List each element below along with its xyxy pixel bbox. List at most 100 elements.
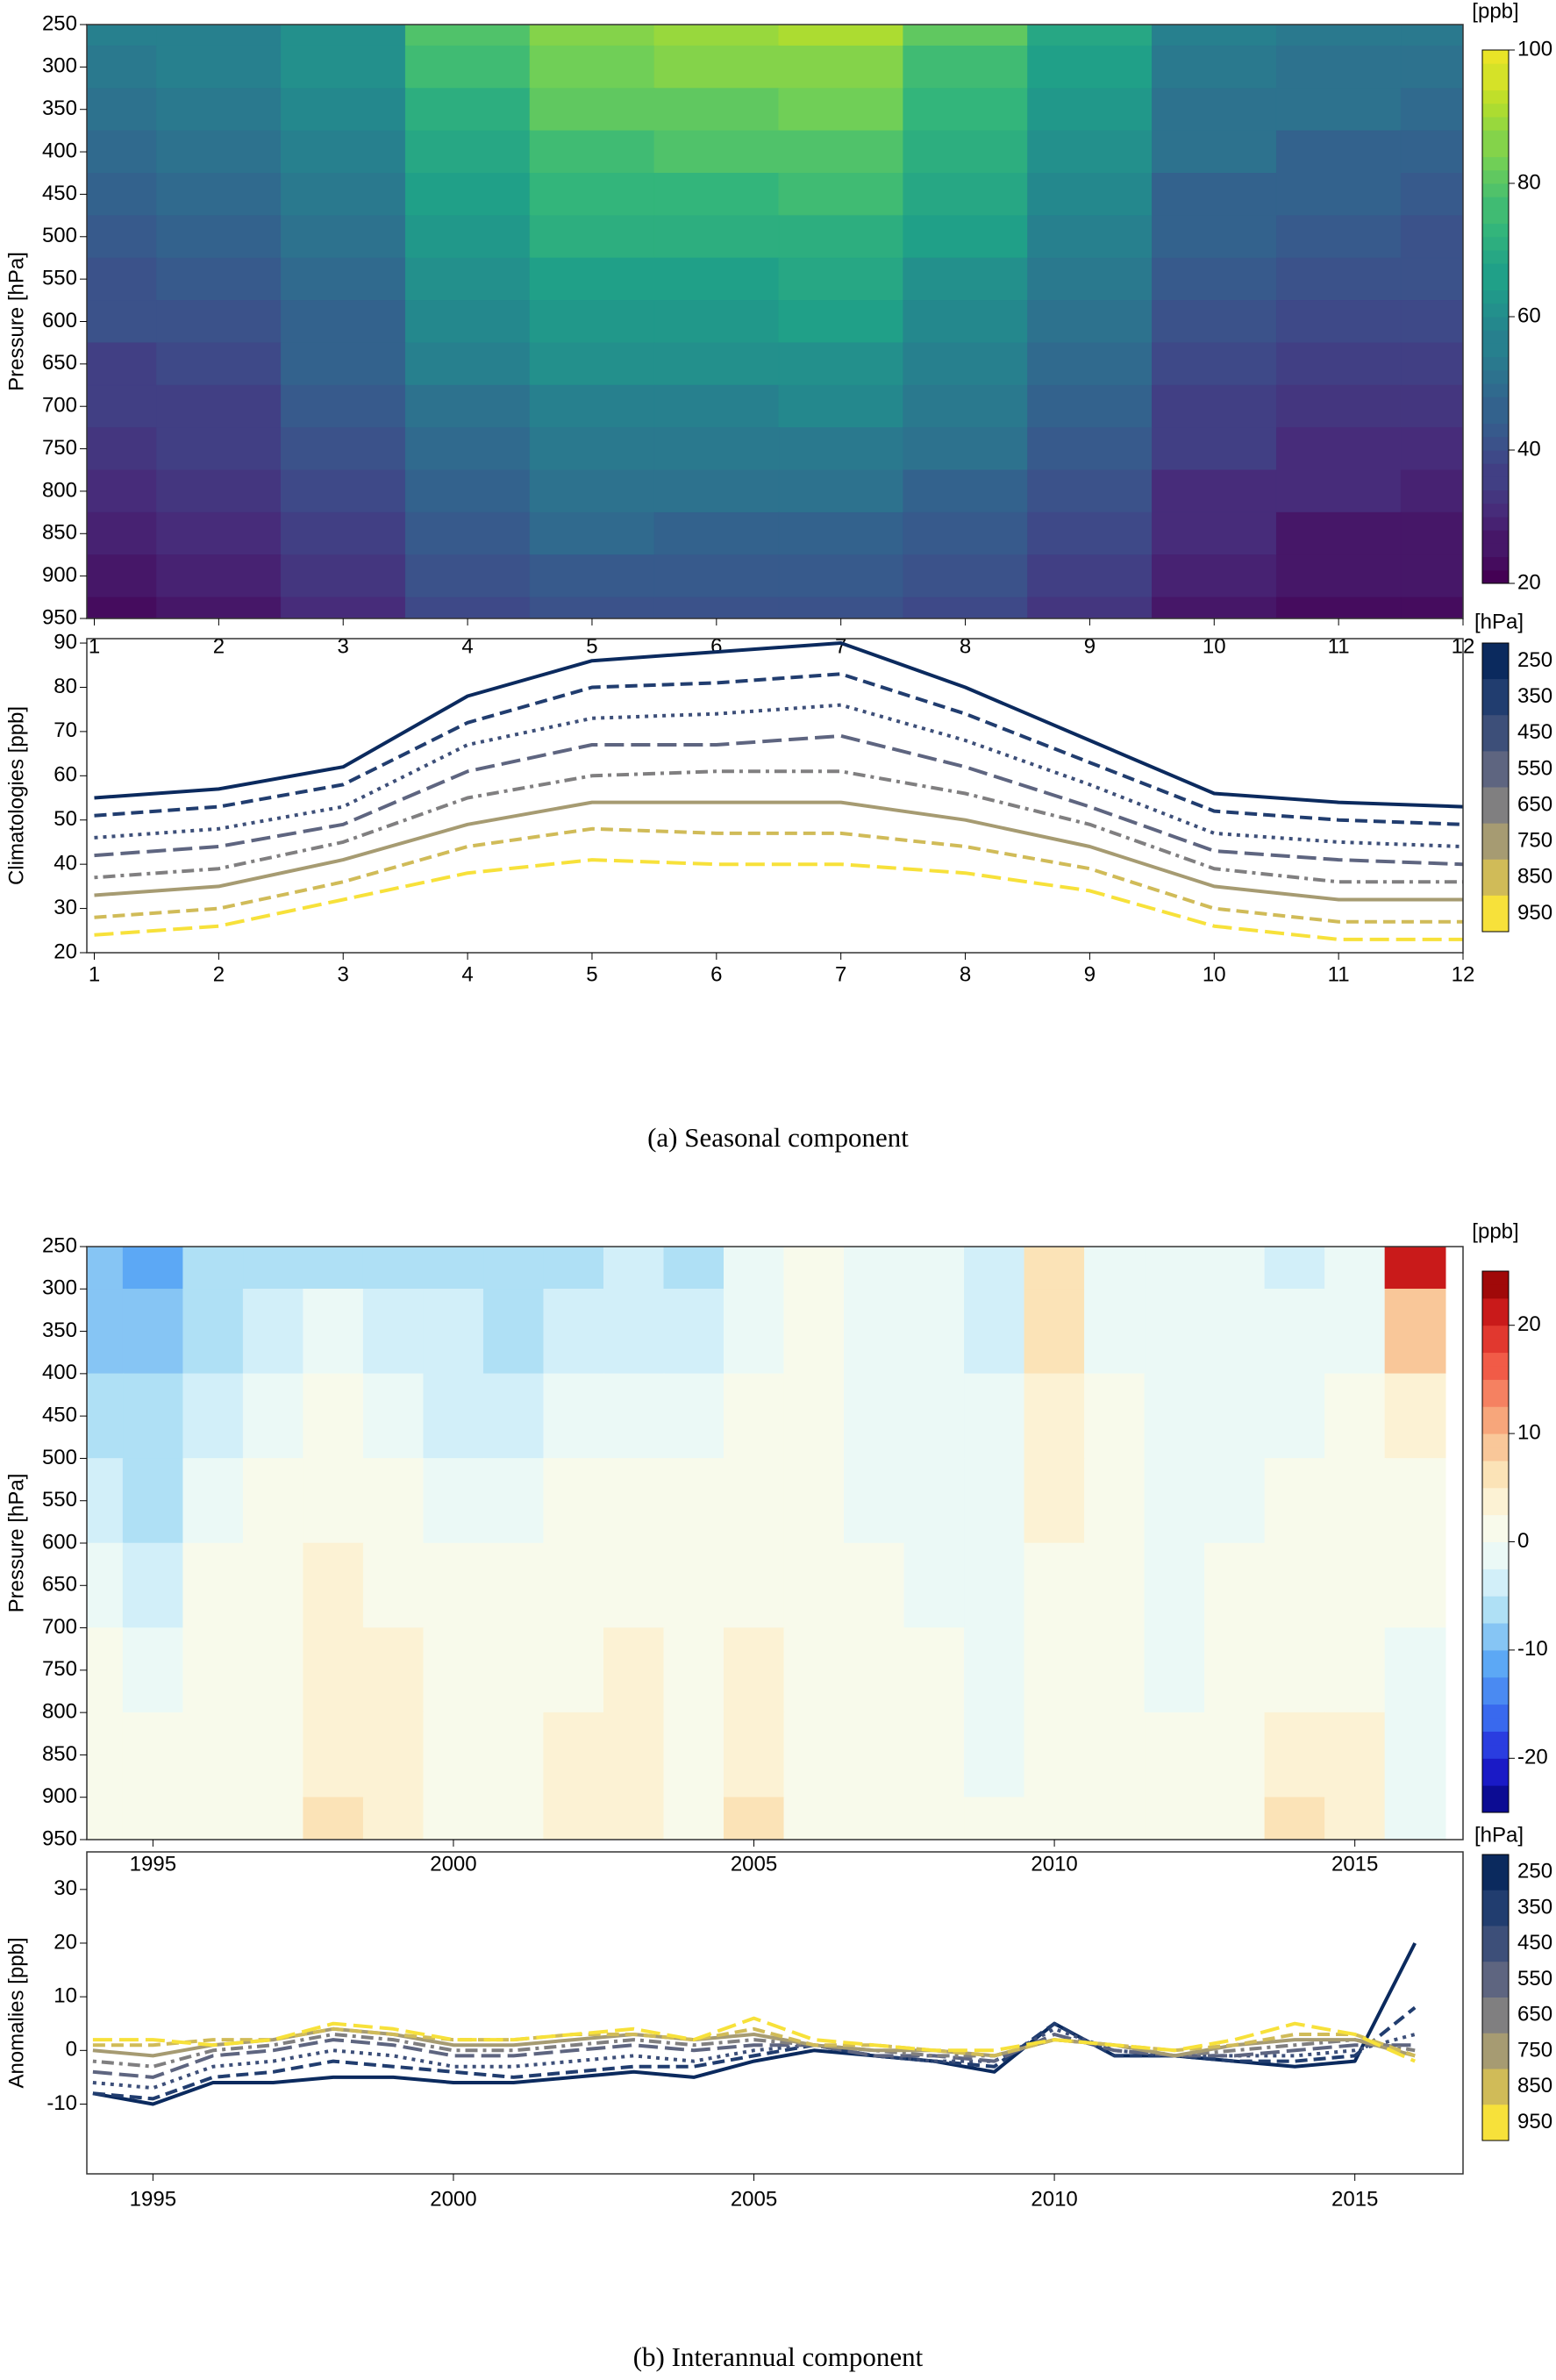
heat-cell <box>1024 1458 1086 1545</box>
series-line <box>94 826 1463 924</box>
heat-cell <box>87 215 158 260</box>
heat-cell <box>281 88 407 132</box>
heat-cell <box>1144 1247 1206 1290</box>
colorbar-tick-label: 60 <box>1517 304 1541 327</box>
heat-cell <box>1024 1289 1086 1375</box>
legend-label: 450 <box>1517 1931 1552 1955</box>
heat-cell <box>423 1289 485 1375</box>
series-line <box>92 2033 1416 2079</box>
heat-cell <box>303 1542 365 1629</box>
colorbar-segment <box>1482 397 1509 411</box>
heat-cell <box>281 257 407 302</box>
heat-cell <box>404 45 532 89</box>
heat-cell <box>903 554 1029 598</box>
y-axis-label: Pressure [hPa] <box>4 1474 28 1613</box>
legend-swatch <box>1482 859 1509 897</box>
heat-cell <box>156 88 282 132</box>
colorbar-segment <box>1482 490 1509 504</box>
heat-cell <box>529 427 655 471</box>
colorbar-segment <box>1482 1271 1509 1285</box>
heat-cell <box>156 511 282 556</box>
heat-cell <box>663 1458 725 1545</box>
heat-cell <box>1324 1289 1386 1375</box>
heat-cell <box>281 427 407 471</box>
heat-cell <box>87 554 158 598</box>
x-tick-label: 4 <box>461 962 473 986</box>
colorbar-segment <box>1482 1474 1509 1489</box>
heat-cell <box>1027 427 1153 471</box>
heat-cell <box>281 45 407 89</box>
heat-cell <box>1204 1373 1266 1460</box>
heat-cell <box>423 1712 485 1798</box>
heat-cell <box>482 1247 545 1290</box>
heat-cell <box>1024 1627 1086 1714</box>
heat-cell <box>903 342 1029 387</box>
x-tick-label: 5 <box>586 962 597 986</box>
heat-cell <box>1324 1627 1386 1714</box>
heat-cell <box>303 1712 365 1798</box>
heat-cell <box>1144 1712 1206 1798</box>
heat-cell <box>1324 1797 1386 1840</box>
legend-title: [hPa] <box>1474 1823 1524 1847</box>
colorbar-segment <box>1482 1379 1509 1394</box>
y-tick-label: 500 <box>42 1446 77 1469</box>
heat-cell <box>1204 1458 1266 1545</box>
heat-cell <box>1384 1712 1446 1798</box>
heat-cell <box>423 1797 485 1840</box>
heat-cell <box>87 1627 125 1714</box>
legend-label: 550 <box>1517 756 1552 780</box>
heat-cell <box>1264 1247 1326 1290</box>
heat-cell <box>281 215 407 260</box>
heat-cell <box>281 554 407 598</box>
colorbar-segment <box>1482 1297 1509 1312</box>
x-tick-label: 5 <box>586 634 597 658</box>
legend-label: 850 <box>1517 865 1552 889</box>
heat-cell <box>182 1289 245 1375</box>
heat-cell <box>1264 1458 1326 1545</box>
colorbar-title: [ppb] <box>1472 1219 1518 1243</box>
heat-cell <box>783 1289 846 1375</box>
colorbar-segment <box>1482 1528 1509 1542</box>
heat-cell <box>903 1797 966 1840</box>
colorbar-segment <box>1482 169 1509 184</box>
heat-cell <box>844 1373 905 1460</box>
heat-cell <box>844 1289 905 1375</box>
colorbar-segment <box>1482 130 1509 144</box>
series-line <box>92 2016 1417 2063</box>
heat-cell <box>1027 215 1153 260</box>
colorbar-segment <box>1482 210 1509 225</box>
colorbar-segment <box>1482 1569 1509 1583</box>
colorbar-segment <box>1482 543 1509 558</box>
heat-cell <box>404 342 532 387</box>
y-tick-label: 250 <box>42 1233 77 1257</box>
legend-swatch <box>1482 1998 1509 2034</box>
colorbar-segment <box>1482 317 1509 331</box>
heat-cell <box>1400 300 1463 344</box>
colorbar-segment <box>1482 50 1509 64</box>
colorbar-segment <box>1482 223 1509 238</box>
heat-cell <box>303 1247 365 1290</box>
colorbar-title: [ppb] <box>1472 0 1518 23</box>
heat-cell <box>964 1247 1025 1290</box>
y-axis-label: Pressure [hPa] <box>4 252 28 391</box>
heat-cell <box>281 300 407 344</box>
plot-area <box>92 1942 1417 2106</box>
colorbar-segment <box>1482 1636 1509 1651</box>
y-tick-label: 350 <box>42 1319 77 1342</box>
heat-cell <box>87 88 158 132</box>
heat-cell <box>1275 45 1403 89</box>
heat-cell <box>1400 597 1463 618</box>
legend-swatch <box>1482 895 1509 933</box>
series-line <box>94 769 1463 884</box>
heat-cell <box>1400 384 1463 429</box>
heat-cell <box>1275 25 1403 47</box>
heat-cell <box>653 427 780 471</box>
heat-cell <box>1084 1712 1146 1798</box>
colorbar-segment <box>1482 1718 1509 1732</box>
x-tick-label: 3 <box>338 634 349 658</box>
heat-cell <box>663 1797 725 1840</box>
legend-label: 750 <box>1517 2038 1552 2062</box>
heat-cell <box>653 469 780 514</box>
y-tick-label: 300 <box>42 1276 77 1300</box>
